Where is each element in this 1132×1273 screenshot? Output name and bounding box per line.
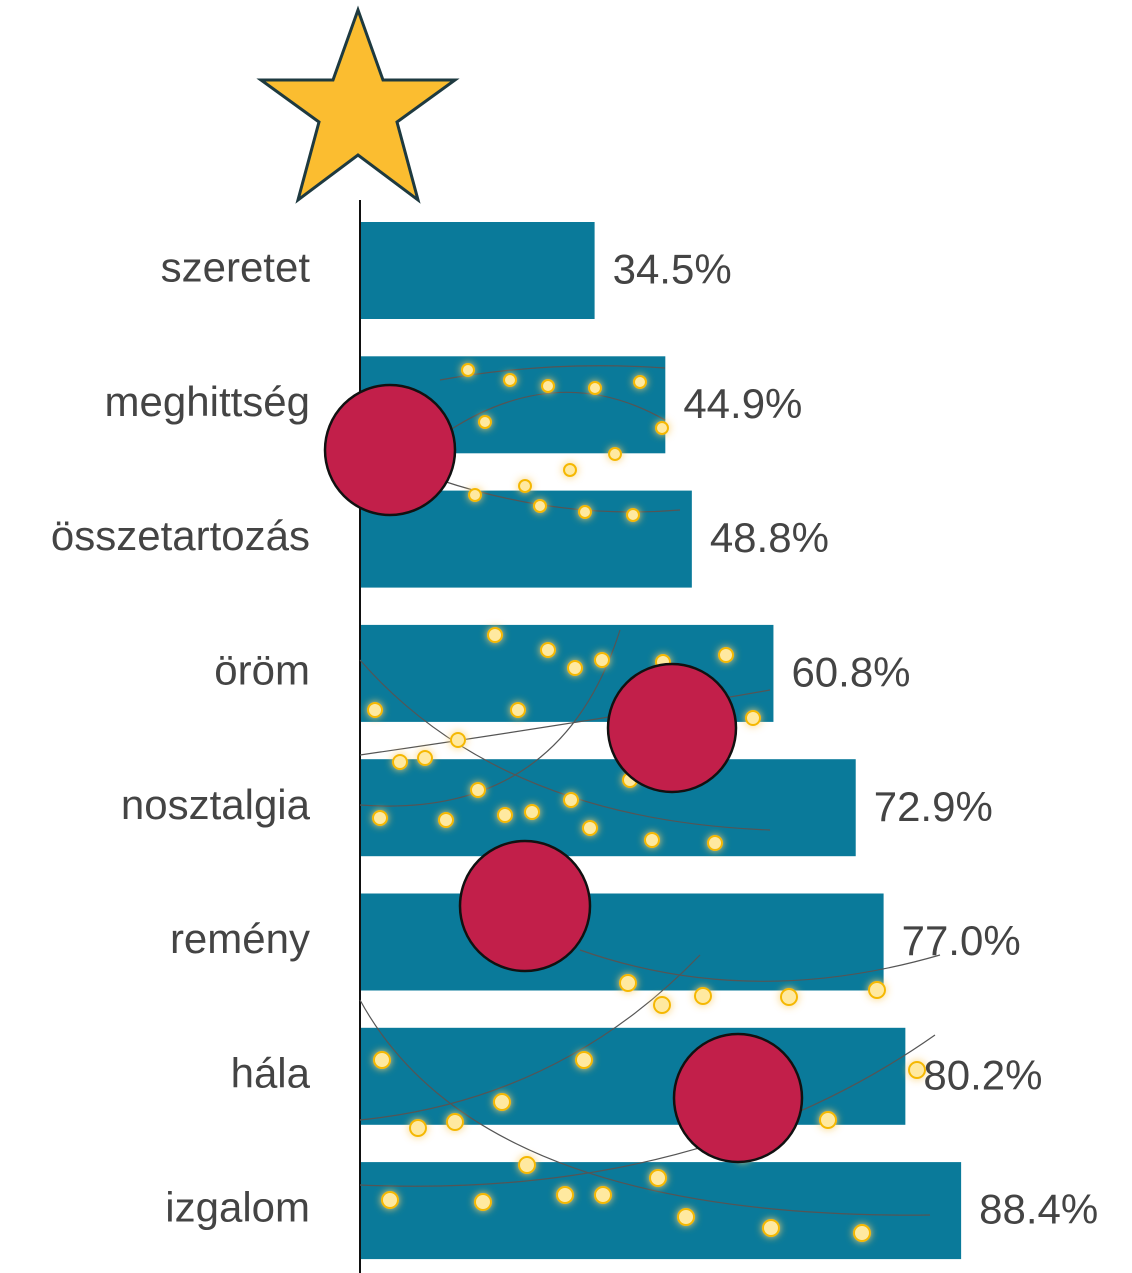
bulbs [367,363,926,1242]
bar [360,222,595,319]
category-label: öröm [214,646,310,693]
ornament [323,383,457,517]
light-wire [359,949,941,1216]
value-label: 44.9% [683,380,802,427]
ornament [606,662,738,794]
value-label: 72.9% [874,783,993,830]
category-label: izgalom [165,1184,310,1231]
value-label: 34.5% [613,246,732,293]
ornaments [323,383,804,1164]
bar [360,1027,906,1125]
category-label: hála [231,1049,311,1096]
category-label: összetartozás [51,512,310,559]
value-label: 60.8% [791,648,910,695]
category-label: szeretet [161,244,311,291]
category-label: remény [170,915,310,962]
value-label: 48.8% [710,514,829,561]
star [256,5,460,204]
lights [359,363,941,1242]
ornament [458,839,592,973]
labels: szeretet 34.5% meghittség 44.9% összetartozá… [51,244,1098,1233]
value-label: 88.4% [979,1186,1098,1233]
value-label: 77.0% [902,917,1021,964]
category-label: meghittség [105,378,310,425]
bar [360,893,884,991]
category-label: nosztalgia [121,781,311,828]
value-label: 80.2% [923,1051,1042,1098]
ornament [672,1032,804,1164]
